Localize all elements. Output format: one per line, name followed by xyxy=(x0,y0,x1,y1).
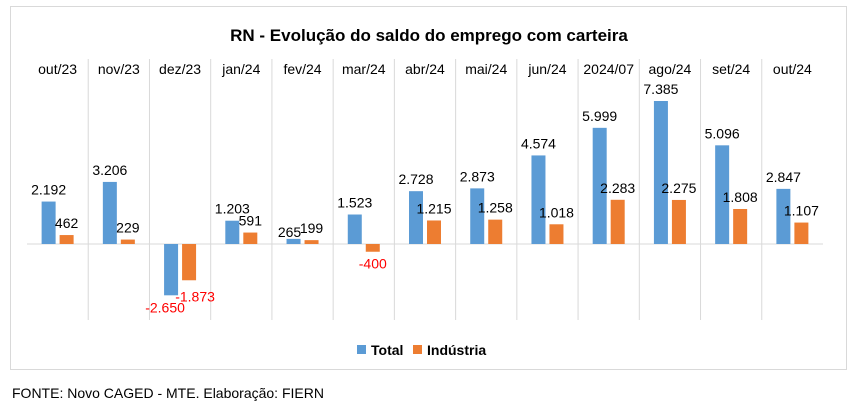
bar-industria xyxy=(59,235,74,244)
bar-total xyxy=(347,214,362,244)
bar-total xyxy=(409,191,423,244)
data-label-industria: 2.275 xyxy=(661,180,696,196)
data-label-total: 2.728 xyxy=(398,171,433,187)
legend-label-total: Total xyxy=(371,342,403,358)
bar-industria xyxy=(182,244,197,281)
bar-industria xyxy=(488,219,503,244)
data-label-industria: 1.808 xyxy=(723,189,758,205)
chart-frame: RN - Evolução do saldo do emprego com ca… xyxy=(10,6,847,370)
data-label-total: 2.873 xyxy=(460,168,495,184)
bar-industria xyxy=(427,220,441,244)
data-label-industria: -1.873 xyxy=(175,288,215,304)
data-label-total: 2.192 xyxy=(31,182,66,198)
bar-industria xyxy=(243,232,258,244)
bar-total xyxy=(41,201,56,244)
bar-industria xyxy=(120,239,135,244)
bar-total xyxy=(653,101,668,244)
bar-total xyxy=(776,188,791,244)
bar-industria xyxy=(733,208,748,244)
data-label-total: 5.096 xyxy=(705,125,740,141)
data-label-industria: 1.018 xyxy=(539,204,574,220)
bar-industria xyxy=(549,224,564,244)
category-label: set/24 xyxy=(712,61,750,77)
bar-industria xyxy=(671,199,686,244)
data-label-industria: 1.215 xyxy=(416,200,451,216)
bar-total xyxy=(164,244,179,296)
data-label-industria: 199 xyxy=(300,220,324,236)
category-label: nov/23 xyxy=(98,61,140,77)
bar-industria xyxy=(610,199,625,244)
bar-industria xyxy=(365,244,380,252)
category-label: out/23 xyxy=(38,61,77,77)
category-label: out/24 xyxy=(773,61,812,77)
data-label-industria: 462 xyxy=(55,215,79,231)
legend-swatch-industria xyxy=(413,345,422,354)
data-label-industria: 2.283 xyxy=(600,180,635,196)
category-label: 2024/07 xyxy=(583,61,634,77)
data-label-industria: 1.107 xyxy=(784,203,819,219)
data-label-total: 3.206 xyxy=(92,162,127,178)
bar-total xyxy=(715,145,730,244)
data-label-total: 7.385 xyxy=(643,81,678,97)
category-label: mai/24 xyxy=(465,61,507,77)
data-label-industria: -400 xyxy=(359,256,387,272)
data-label-total: -2.650 xyxy=(145,299,185,315)
bar-industria xyxy=(794,222,809,244)
legend-swatch-total xyxy=(357,345,366,354)
data-label-industria: 229 xyxy=(116,220,140,236)
bar-total xyxy=(470,188,485,244)
legend: Total Indústria xyxy=(357,342,486,358)
category-label: abr/24 xyxy=(405,61,445,77)
chart-canvas: RN - Evolução do saldo do emprego com ca… xyxy=(27,26,823,358)
bar-total xyxy=(592,127,607,244)
data-label-total: 1.523 xyxy=(337,195,372,211)
data-label-industria: 591 xyxy=(239,213,263,229)
category-label: mar/24 xyxy=(342,61,386,77)
legend-label-industria: Indústria xyxy=(427,342,486,358)
category-label: jun/24 xyxy=(527,61,566,77)
category-label: ago/24 xyxy=(649,61,692,77)
chart-title: RN - Evolução do saldo do emprego com ca… xyxy=(230,26,628,45)
data-label-industria: 1.258 xyxy=(478,200,513,216)
data-label-total: 2.847 xyxy=(766,169,801,185)
bar-total xyxy=(225,220,240,244)
bar-total xyxy=(102,181,117,244)
data-label-total: 265 xyxy=(278,224,302,240)
data-label-total: 4.574 xyxy=(521,135,556,151)
category-label: dez/23 xyxy=(159,61,201,77)
plot-area: out/23 nov/23 dez/23 jan/24 fev/24 mar/24 abr/… xyxy=(27,59,823,320)
data-label-total: 1.203 xyxy=(215,201,250,217)
bar-total xyxy=(286,238,301,244)
source-note: FONTE: Novo CAGED - MTE. Elaboração: FIE… xyxy=(12,385,324,401)
data-label-total: 5.999 xyxy=(582,108,617,124)
category-label: fev/24 xyxy=(283,61,321,77)
bar-total xyxy=(531,155,546,244)
bar-industria xyxy=(304,240,319,244)
category-label: jan/24 xyxy=(221,61,260,77)
